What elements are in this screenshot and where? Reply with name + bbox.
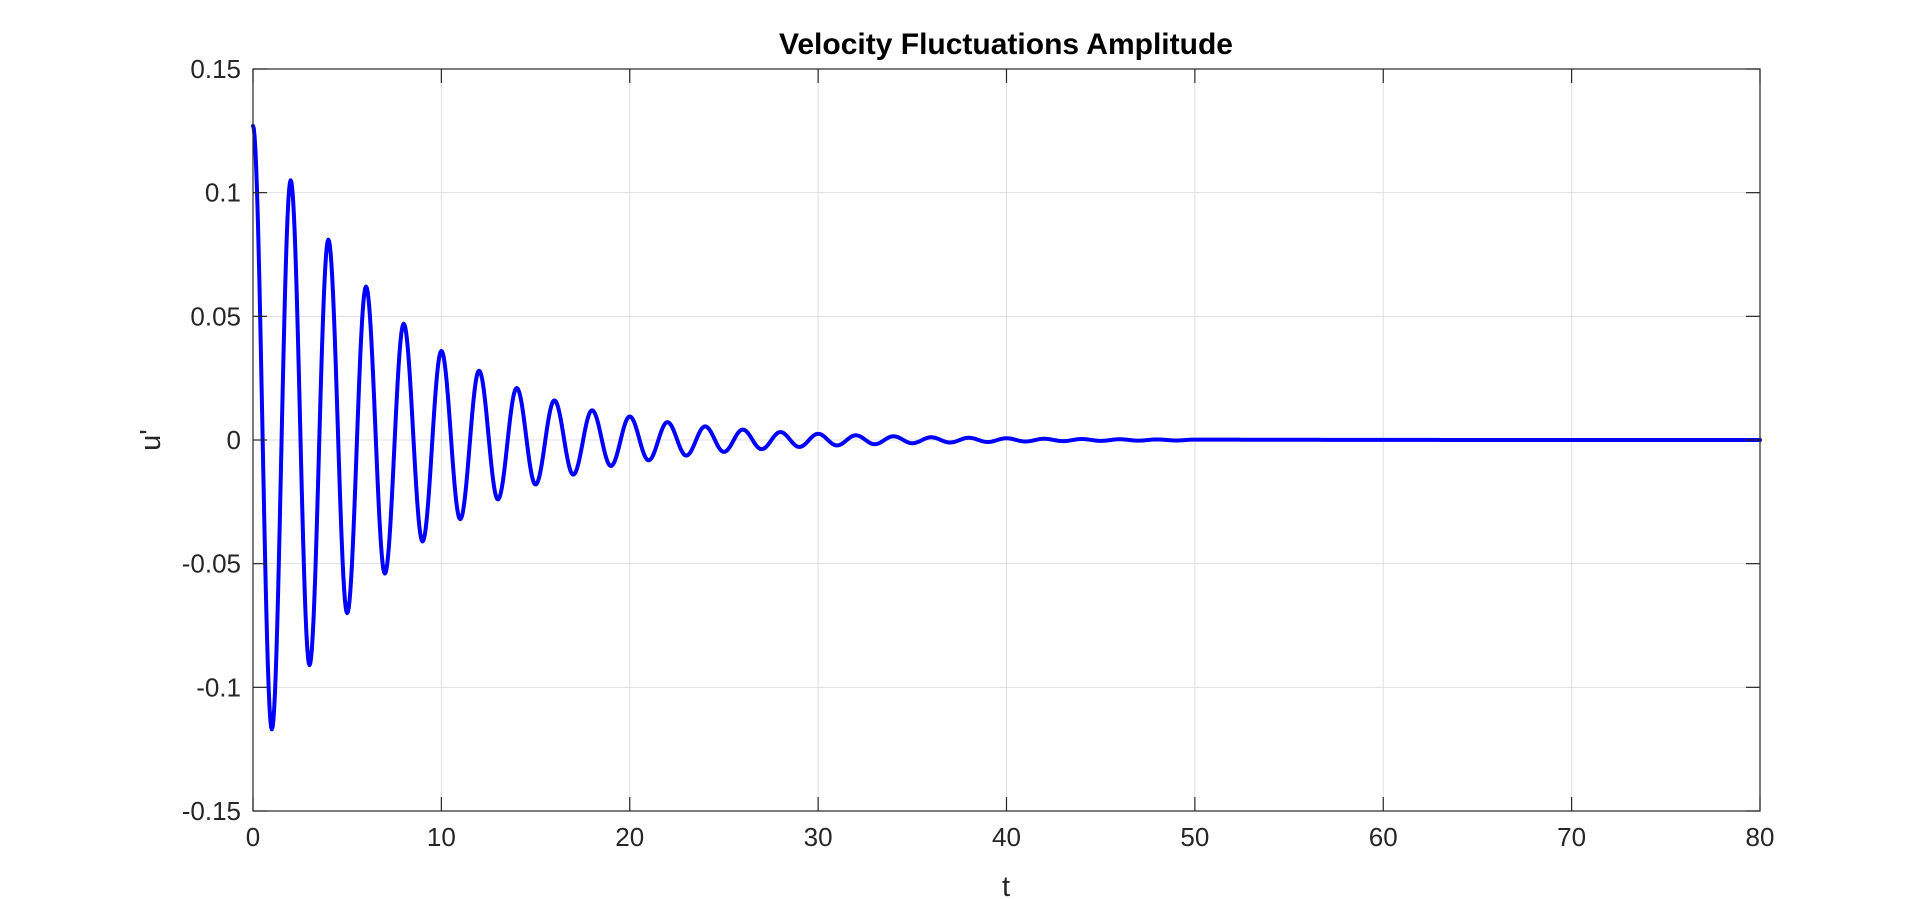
x-tick-label: 50 [1180,822,1209,852]
y-tick-label: 0.1 [205,178,241,208]
y-tick-label: 0.05 [190,301,241,331]
x-tick-label: 60 [1369,822,1398,852]
x-tick-label: 20 [615,822,644,852]
x-tick-labels: 0 10 20 30 40 50 60 70 80 [246,822,1775,852]
y-axis-label: u' [135,429,167,451]
y-tick-label: -0.15 [182,796,241,826]
data-line-layer [251,123,1762,732]
y-tick-labels: -0.15 -0.1 -0.05 0 0.05 0.1 0.15 [182,54,241,826]
x-tick-label: 80 [1746,822,1775,852]
series-line-0 [251,123,1762,732]
x-tick-label: 30 [804,822,833,852]
x-tick-label: 40 [992,822,1021,852]
y-tick-label: 0.15 [190,54,241,84]
x-tick-label: 0 [246,822,260,852]
y-tick-label: -0.1 [196,672,241,702]
x-tick-label: 70 [1557,822,1586,852]
y-tick-label: 0 [227,425,241,455]
x-tick-label: 10 [427,822,456,852]
chart-title: Velocity Fluctuations Amplitude [779,28,1233,61]
y-tick-label: -0.05 [182,549,241,579]
tick-marks [252,68,1761,812]
x-axis-label: t [1002,871,1010,899]
